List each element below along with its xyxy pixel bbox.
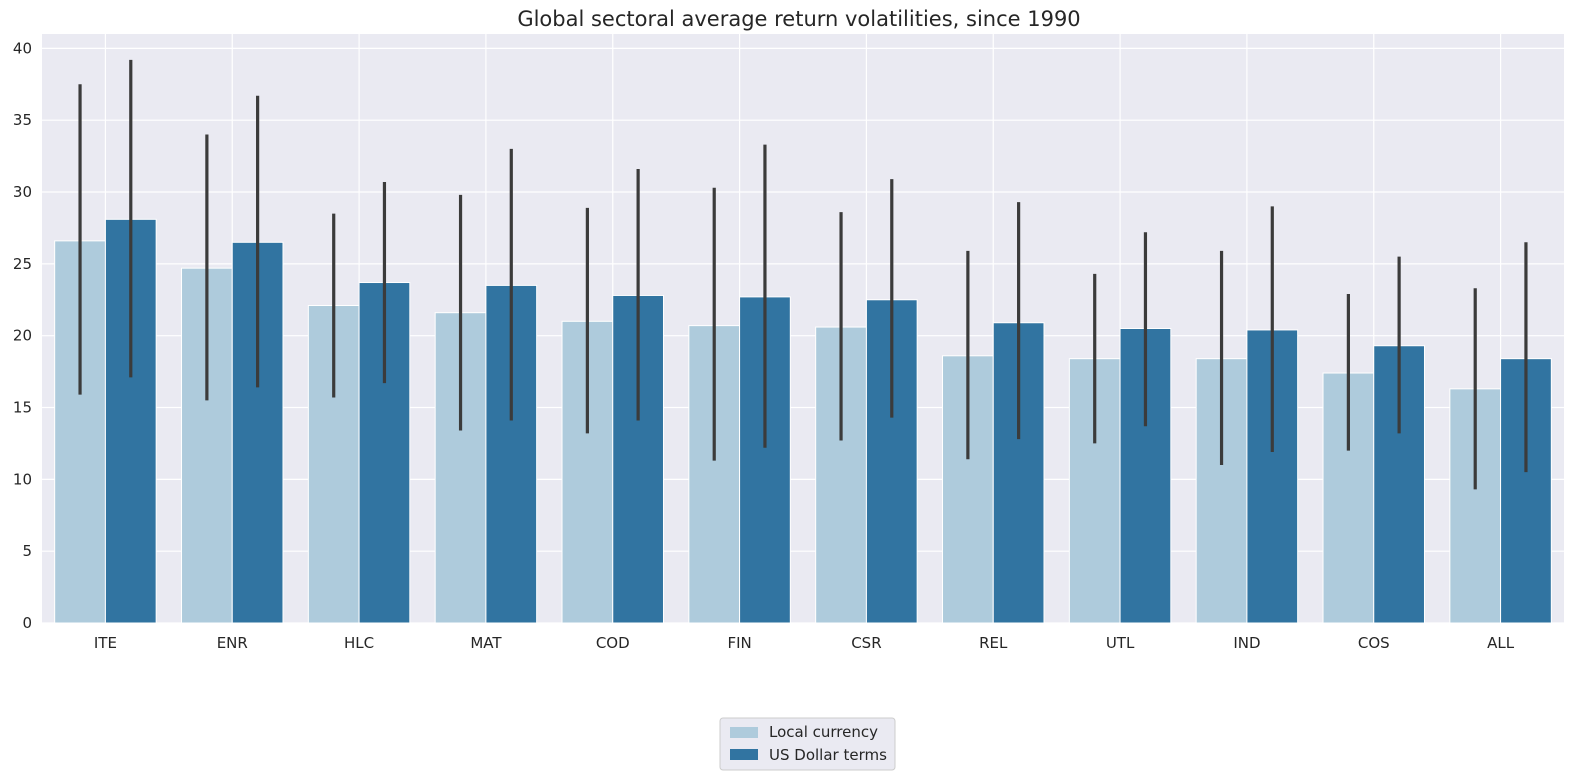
chart-title: Global sectoral average return volatilit… [517, 7, 1080, 31]
x-tick-label-fin: FIN [727, 634, 751, 652]
x-tick-label-cod: COD [596, 634, 630, 652]
y-tick-label: 15 [13, 399, 32, 417]
x-tick-label-all: ALL [1487, 634, 1515, 652]
x-tick-label-csr: CSR [851, 634, 881, 652]
legend: Local currency US Dollar terms [719, 717, 896, 771]
legend-label-us-dollar-terms: US Dollar terms [769, 746, 887, 764]
x-tick-label-ind: IND [1233, 634, 1260, 652]
legend-swatch-us-dollar-terms [730, 749, 758, 760]
legend-swatch-local-currency [730, 727, 758, 738]
legend-frame [719, 717, 896, 771]
x-tick-label-rel: REL [979, 634, 1008, 652]
y-tick-label: 0 [22, 614, 32, 632]
x-tick-label-mat: MAT [470, 634, 502, 652]
y-tick-label: 30 [13, 183, 32, 201]
x-tick-label-cos: COS [1358, 634, 1390, 652]
y-tick-label: 20 [13, 327, 32, 345]
y-tick-label: 10 [13, 470, 32, 488]
y-tick-label: 40 [13, 39, 32, 57]
x-tick-label-utl: UTL [1106, 634, 1135, 652]
y-tick-label: 5 [22, 542, 32, 560]
x-tick-label-ite: ITE [94, 634, 117, 652]
x-axis: ITE ENR HLC MAT COD FIN CSR REL UTL IND COS ALL [94, 634, 1515, 652]
plot-area [42, 34, 1564, 623]
x-tick-label-enr: ENR [217, 634, 248, 652]
y-axis: 0 5 10 15 20 25 30 35 40 [13, 39, 32, 632]
y-tick-label: 35 [13, 111, 32, 129]
x-tick-label-hlc: HLC [344, 634, 374, 652]
y-tick-label: 25 [13, 255, 32, 273]
legend-label-local-currency: Local currency [769, 723, 878, 741]
error-bars [78, 59, 1528, 490]
